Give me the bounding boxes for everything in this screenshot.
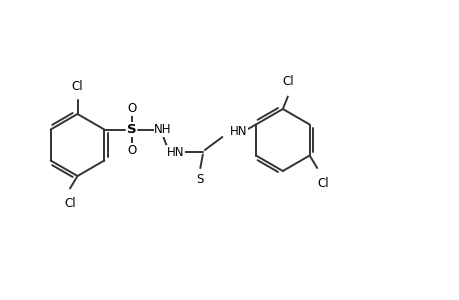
- Text: Cl: Cl: [281, 75, 293, 88]
- Text: Cl: Cl: [317, 176, 328, 190]
- Text: HN: HN: [230, 124, 247, 137]
- Text: NH: NH: [154, 123, 171, 136]
- Text: S: S: [196, 173, 204, 186]
- Text: S: S: [127, 123, 136, 136]
- Text: Cl: Cl: [72, 80, 83, 93]
- Text: O: O: [127, 144, 136, 157]
- Text: Cl: Cl: [64, 197, 76, 210]
- Text: O: O: [127, 102, 136, 115]
- Text: HN: HN: [167, 146, 184, 158]
